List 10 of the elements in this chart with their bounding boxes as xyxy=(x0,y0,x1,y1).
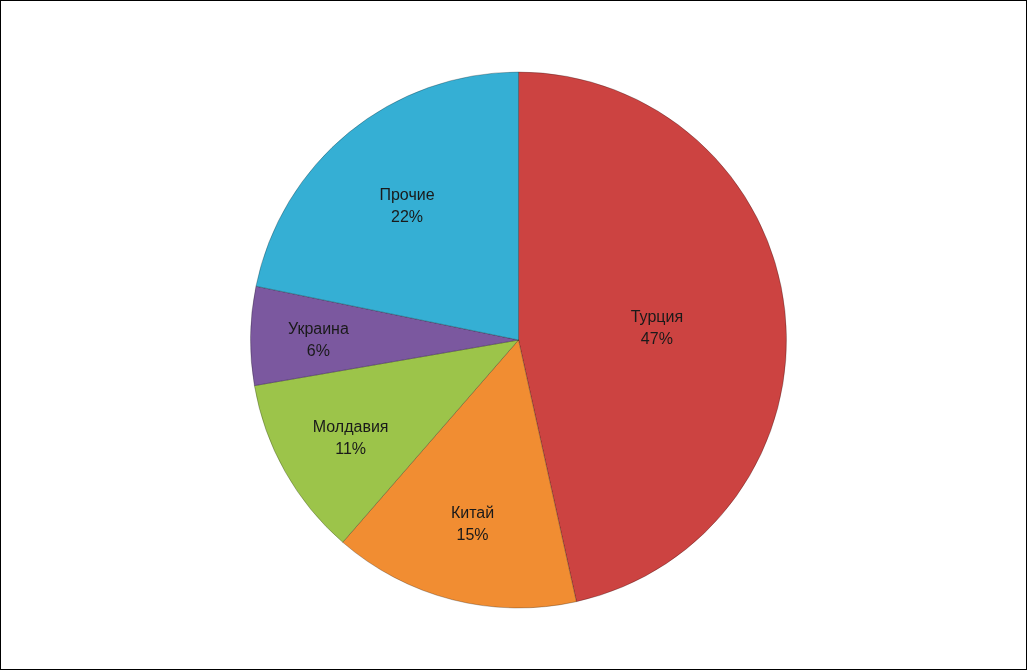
slice-label: Украина xyxy=(287,319,349,337)
data-label: 15% xyxy=(456,526,489,543)
slice-label: Китай xyxy=(450,504,495,521)
slice-label: Молдавия xyxy=(312,417,389,435)
data-label: 47% xyxy=(640,329,673,347)
data-label: 22% xyxy=(391,208,424,226)
slice-label: Прочие xyxy=(379,186,435,204)
data-label: 11% xyxy=(335,439,367,457)
data-label: 6% xyxy=(306,341,330,359)
slice-label: Турция xyxy=(630,307,684,325)
